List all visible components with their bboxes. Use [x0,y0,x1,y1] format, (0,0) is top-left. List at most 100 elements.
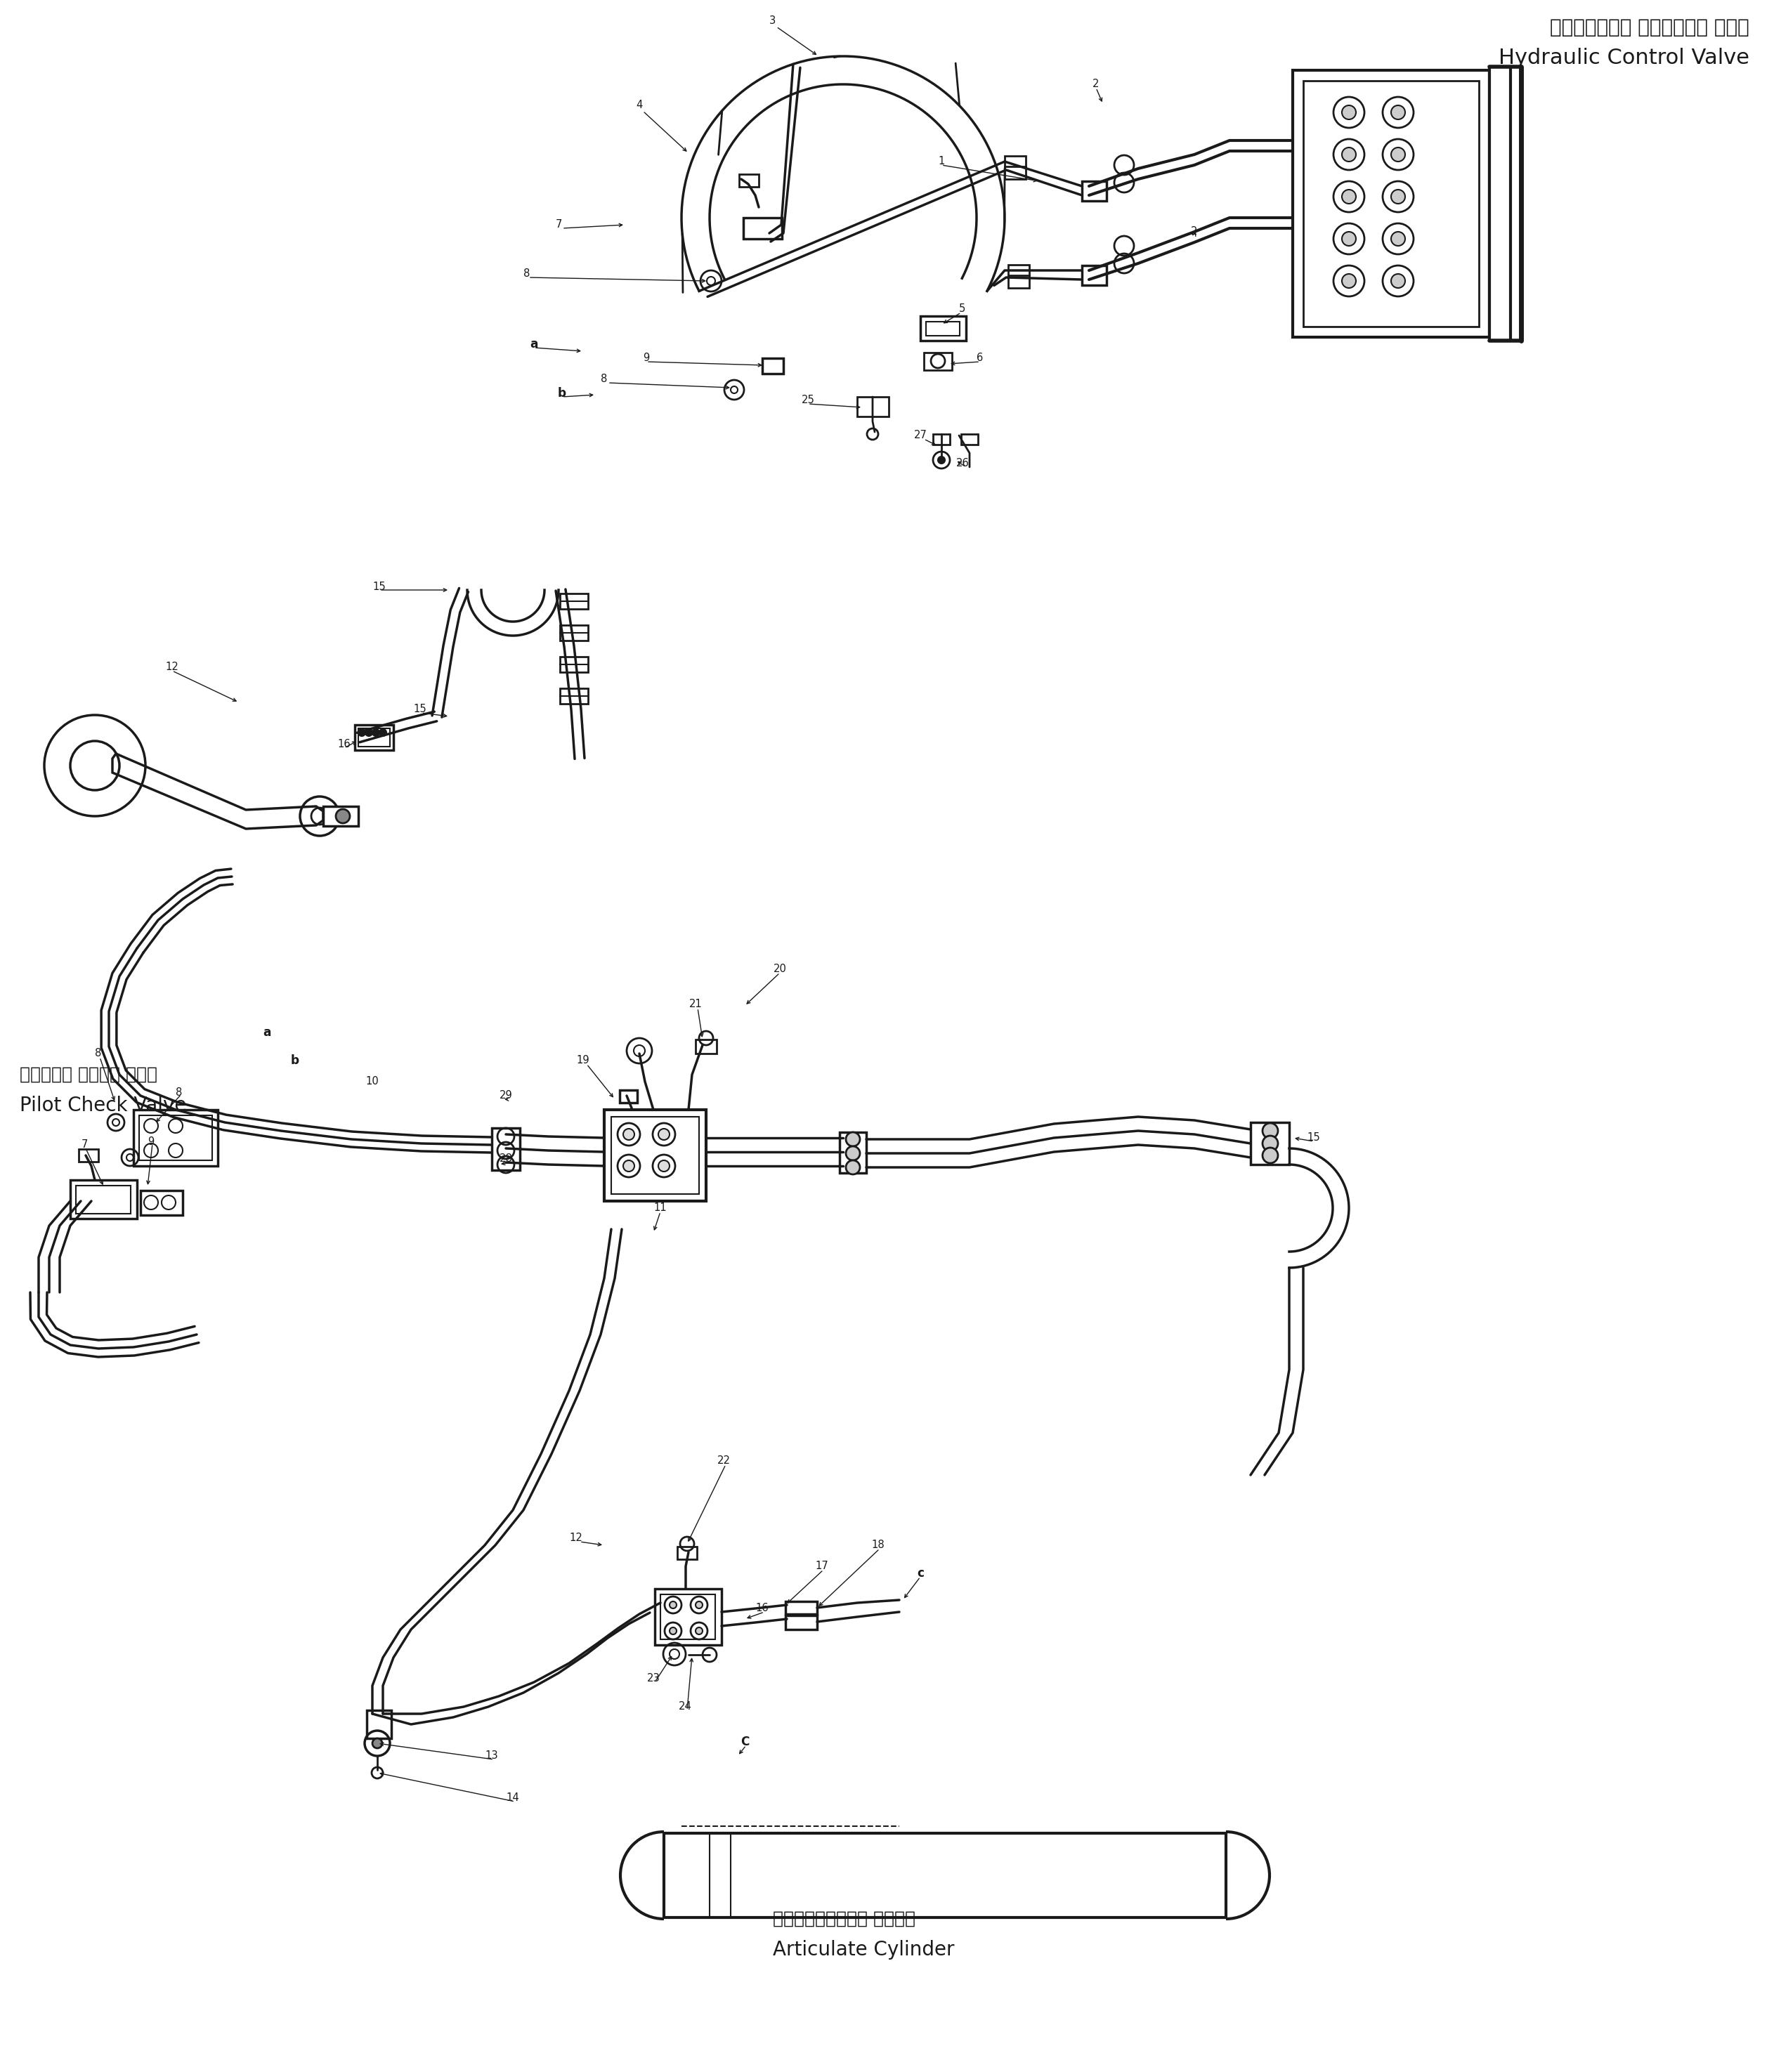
Bar [655,1589,721,1645]
Circle shape [1391,106,1405,120]
Text: 7: 7 [556,220,561,230]
Text: b: b [290,1055,299,1067]
Circle shape [939,456,946,464]
Bar [785,1602,817,1614]
Polygon shape [112,754,322,829]
Circle shape [670,1602,677,1608]
Circle shape [365,729,372,736]
Circle shape [846,1146,860,1160]
Circle shape [1341,191,1355,203]
Bar [559,626,588,640]
Circle shape [623,1160,634,1171]
Text: a: a [531,338,538,350]
Text: b: b [557,387,566,400]
Bar [1250,1123,1289,1164]
Circle shape [337,810,349,823]
Bar [921,317,965,340]
Circle shape [1341,232,1355,247]
Bar [322,806,358,827]
Text: 24: 24 [679,1701,691,1711]
Text: 7: 7 [80,1140,87,1150]
Text: 20: 20 [773,963,787,974]
Circle shape [1391,191,1405,203]
Bar [620,1090,638,1102]
Bar [1081,180,1106,201]
Bar [1489,66,1510,340]
Circle shape [1263,1123,1279,1138]
Text: 26: 26 [956,458,969,468]
Bar [69,1179,137,1218]
Text: 4: 4 [636,99,643,110]
Circle shape [1341,274,1355,288]
Bar [857,398,889,416]
Bar [1004,166,1026,178]
Text: 19: 19 [577,1055,590,1065]
Text: 16: 16 [755,1604,769,1614]
Text: 28: 28 [499,1154,513,1164]
Text: 14: 14 [506,1792,520,1803]
Bar [926,321,960,336]
Circle shape [1341,106,1355,120]
Bar [762,358,784,373]
Text: パイロット チェック バルブ: パイロット チェック バルブ [20,1067,157,1084]
Text: 1: 1 [939,155,944,168]
Bar [559,593,588,609]
Text: 2: 2 [1094,79,1099,89]
Text: 15: 15 [413,704,427,715]
Bar [559,657,588,671]
Text: 6: 6 [976,352,983,363]
Bar [1004,155,1026,168]
Text: 8: 8 [524,269,531,280]
Text: 27: 27 [914,431,926,441]
Text: 29: 29 [499,1090,513,1100]
Bar [661,1593,716,1639]
Text: 17: 17 [816,1560,828,1571]
Text: 18: 18 [871,1539,885,1550]
Bar [604,1111,705,1202]
Text: 23: 23 [647,1674,661,1685]
Bar [924,352,953,371]
Text: 9: 9 [643,352,650,363]
Circle shape [1263,1135,1279,1152]
Bar [78,1150,98,1162]
Text: 10: 10 [365,1075,379,1088]
Bar [492,1127,520,1171]
Circle shape [372,729,379,736]
Text: a: a [264,1026,271,1038]
Text: 3: 3 [769,17,777,27]
Text: 16: 16 [338,740,351,750]
Bar [77,1185,130,1214]
Text: アーティキュレート シリンダ: アーティキュレート シリンダ [773,1910,915,1927]
Bar [354,725,394,750]
Text: 22: 22 [718,1457,730,1467]
Bar [1304,81,1478,327]
Circle shape [659,1129,670,1140]
Bar [962,433,978,445]
Bar [785,1616,817,1629]
Bar [358,729,390,746]
Bar [664,1834,1225,1917]
Bar [933,433,949,445]
Bar [1008,276,1029,288]
Bar [1008,265,1029,278]
Text: 8: 8 [176,1088,182,1098]
Bar [739,174,759,186]
Text: 15: 15 [372,582,386,593]
Bar [611,1117,700,1193]
Text: 8: 8 [94,1048,102,1059]
Text: ハイドロリック コントロール バルブ: ハイドロリック コントロール バルブ [1549,17,1749,37]
Circle shape [696,1627,702,1635]
Text: 12: 12 [166,661,178,673]
Bar [141,1191,183,1214]
Bar [139,1115,212,1160]
Text: 13: 13 [484,1751,499,1761]
Text: Hydraulic Control Valve: Hydraulic Control Valve [1498,48,1749,68]
Circle shape [846,1160,860,1175]
Circle shape [379,729,386,736]
Circle shape [659,1160,670,1171]
Text: 12: 12 [570,1533,582,1544]
Circle shape [623,1129,634,1140]
Circle shape [696,1602,702,1608]
Bar [367,1709,392,1738]
Text: 25: 25 [801,396,814,406]
